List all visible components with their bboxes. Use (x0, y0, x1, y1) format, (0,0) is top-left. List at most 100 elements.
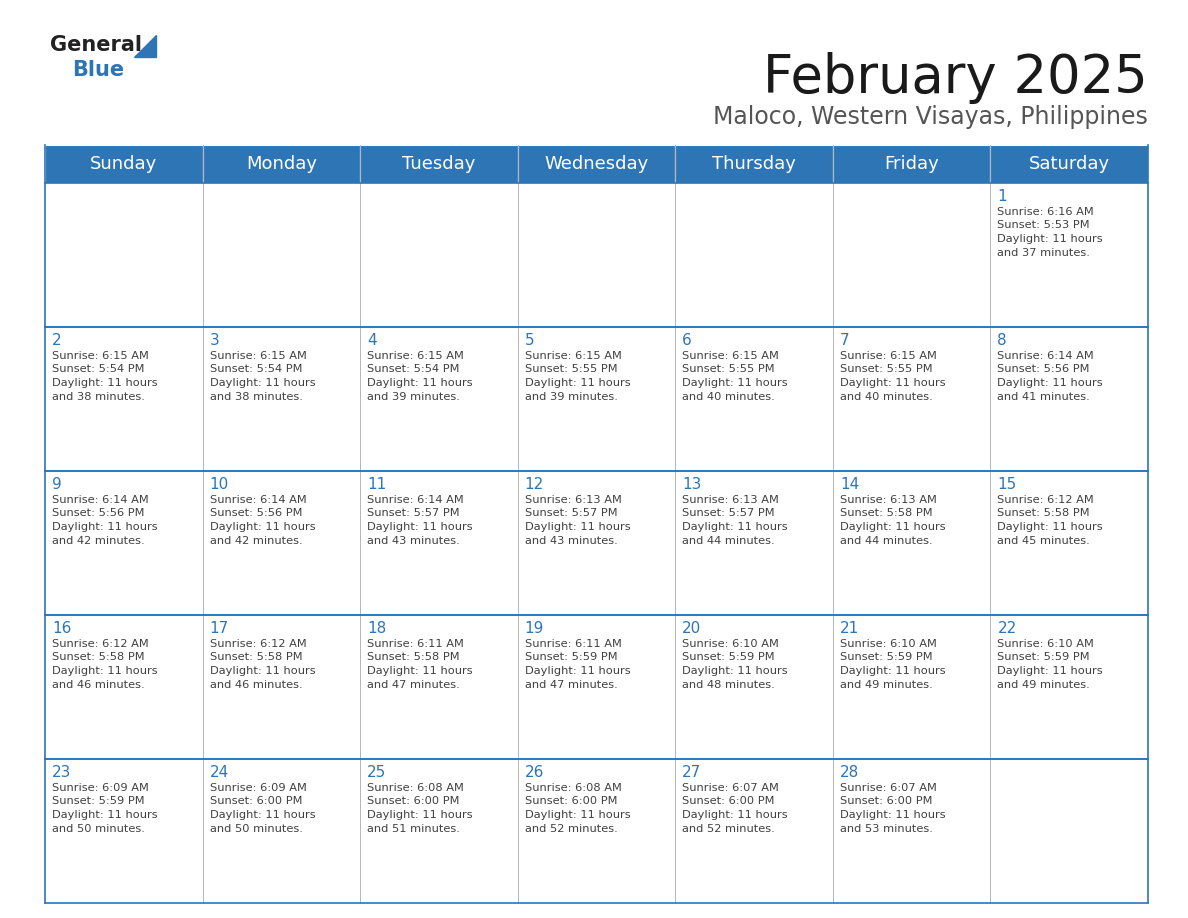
Text: Daylight: 11 hours: Daylight: 11 hours (682, 378, 788, 388)
Text: and 42 minutes.: and 42 minutes. (52, 535, 145, 545)
Text: Sunset: 5:57 PM: Sunset: 5:57 PM (367, 509, 460, 519)
Text: Sunrise: 6:15 AM: Sunrise: 6:15 AM (367, 351, 465, 361)
Bar (518, 759, 675, 903)
Text: Sunrise: 6:12 AM: Sunrise: 6:12 AM (209, 639, 307, 649)
Text: 21: 21 (840, 621, 859, 636)
Text: and 52 minutes.: and 52 minutes. (682, 823, 775, 834)
Text: Sunrise: 6:15 AM: Sunrise: 6:15 AM (682, 351, 779, 361)
Bar (45, 327, 203, 471)
Text: and 40 minutes.: and 40 minutes. (840, 391, 933, 401)
Text: Sunrise: 6:16 AM: Sunrise: 6:16 AM (998, 207, 1094, 217)
Text: 14: 14 (840, 477, 859, 492)
Text: 9: 9 (52, 477, 62, 492)
Text: and 40 minutes.: and 40 minutes. (682, 391, 775, 401)
Text: and 51 minutes.: and 51 minutes. (367, 823, 460, 834)
Bar (675, 183, 833, 327)
Text: and 46 minutes.: and 46 minutes. (52, 679, 145, 689)
Text: Daylight: 11 hours: Daylight: 11 hours (367, 666, 473, 676)
Text: Sunrise: 6:10 AM: Sunrise: 6:10 AM (840, 639, 936, 649)
Text: Sunset: 5:59 PM: Sunset: 5:59 PM (998, 653, 1091, 663)
Bar (833, 615, 991, 759)
Bar (45, 183, 203, 327)
Bar (675, 471, 833, 615)
Text: 4: 4 (367, 333, 377, 348)
Text: Daylight: 11 hours: Daylight: 11 hours (525, 378, 631, 388)
Bar (45, 615, 203, 759)
Text: and 46 minutes.: and 46 minutes. (209, 679, 302, 689)
Bar (518, 183, 675, 327)
Text: Sunset: 5:58 PM: Sunset: 5:58 PM (209, 653, 302, 663)
Text: Daylight: 11 hours: Daylight: 11 hours (209, 522, 315, 532)
Text: 3: 3 (209, 333, 220, 348)
Text: Maloco, Western Visayas, Philippines: Maloco, Western Visayas, Philippines (713, 105, 1148, 129)
Text: 7: 7 (840, 333, 849, 348)
Text: Sunrise: 6:14 AM: Sunrise: 6:14 AM (367, 495, 463, 505)
Bar (203, 471, 360, 615)
Text: Sunday: Sunday (90, 155, 158, 173)
Bar (360, 615, 518, 759)
Text: Sunset: 5:59 PM: Sunset: 5:59 PM (840, 653, 933, 663)
Text: Sunrise: 6:14 AM: Sunrise: 6:14 AM (209, 495, 307, 505)
Text: Daylight: 11 hours: Daylight: 11 hours (840, 666, 946, 676)
Text: 25: 25 (367, 765, 386, 780)
Text: and 52 minutes.: and 52 minutes. (525, 823, 618, 834)
Text: Sunrise: 6:08 AM: Sunrise: 6:08 AM (367, 783, 465, 793)
Text: Saturday: Saturday (1029, 155, 1110, 173)
Bar (518, 471, 675, 615)
Bar (360, 145, 518, 183)
Bar (991, 327, 1148, 471)
Text: and 47 minutes.: and 47 minutes. (525, 679, 618, 689)
Text: and 43 minutes.: and 43 minutes. (525, 535, 618, 545)
Bar (203, 327, 360, 471)
Bar (518, 327, 675, 471)
Bar (203, 759, 360, 903)
Text: Sunset: 5:59 PM: Sunset: 5:59 PM (525, 653, 618, 663)
Text: Sunrise: 6:07 AM: Sunrise: 6:07 AM (840, 783, 936, 793)
Text: 15: 15 (998, 477, 1017, 492)
Bar (360, 759, 518, 903)
Text: and 53 minutes.: and 53 minutes. (840, 823, 933, 834)
Text: Sunrise: 6:10 AM: Sunrise: 6:10 AM (682, 639, 779, 649)
Text: Friday: Friday (884, 155, 939, 173)
Text: Sunset: 5:53 PM: Sunset: 5:53 PM (998, 220, 1091, 230)
Text: Sunset: 6:00 PM: Sunset: 6:00 PM (840, 797, 933, 807)
Text: Sunrise: 6:13 AM: Sunrise: 6:13 AM (525, 495, 621, 505)
Text: Daylight: 11 hours: Daylight: 11 hours (367, 810, 473, 820)
Text: 12: 12 (525, 477, 544, 492)
Text: Sunrise: 6:12 AM: Sunrise: 6:12 AM (52, 639, 148, 649)
Text: 27: 27 (682, 765, 702, 780)
Text: and 41 minutes.: and 41 minutes. (998, 391, 1091, 401)
Text: Sunset: 5:56 PM: Sunset: 5:56 PM (209, 509, 302, 519)
Text: Daylight: 11 hours: Daylight: 11 hours (209, 810, 315, 820)
Text: Sunrise: 6:12 AM: Sunrise: 6:12 AM (998, 495, 1094, 505)
Bar (991, 183, 1148, 327)
Text: Thursday: Thursday (712, 155, 796, 173)
Text: Daylight: 11 hours: Daylight: 11 hours (682, 810, 788, 820)
Text: 2: 2 (52, 333, 62, 348)
Text: 26: 26 (525, 765, 544, 780)
Text: Daylight: 11 hours: Daylight: 11 hours (840, 810, 946, 820)
Text: 13: 13 (682, 477, 702, 492)
Text: 18: 18 (367, 621, 386, 636)
Text: Sunset: 5:58 PM: Sunset: 5:58 PM (840, 509, 933, 519)
Text: Daylight: 11 hours: Daylight: 11 hours (998, 378, 1102, 388)
Text: Sunrise: 6:15 AM: Sunrise: 6:15 AM (840, 351, 936, 361)
Bar (360, 471, 518, 615)
Text: and 38 minutes.: and 38 minutes. (52, 391, 145, 401)
Text: Sunset: 5:58 PM: Sunset: 5:58 PM (367, 653, 460, 663)
Text: Wednesday: Wednesday (544, 155, 649, 173)
Bar (675, 145, 833, 183)
Text: and 42 minutes.: and 42 minutes. (209, 535, 302, 545)
Text: General: General (50, 35, 143, 55)
Text: and 49 minutes.: and 49 minutes. (840, 679, 933, 689)
Text: Daylight: 11 hours: Daylight: 11 hours (52, 666, 158, 676)
Bar (203, 145, 360, 183)
Text: Sunset: 5:54 PM: Sunset: 5:54 PM (52, 364, 145, 375)
Text: Sunset: 5:55 PM: Sunset: 5:55 PM (840, 364, 933, 375)
Text: Sunset: 6:00 PM: Sunset: 6:00 PM (367, 797, 460, 807)
Text: Sunset: 5:58 PM: Sunset: 5:58 PM (998, 509, 1091, 519)
Text: 5: 5 (525, 333, 535, 348)
Bar (991, 145, 1148, 183)
Text: Sunrise: 6:11 AM: Sunrise: 6:11 AM (367, 639, 465, 649)
Text: Sunrise: 6:10 AM: Sunrise: 6:10 AM (998, 639, 1094, 649)
